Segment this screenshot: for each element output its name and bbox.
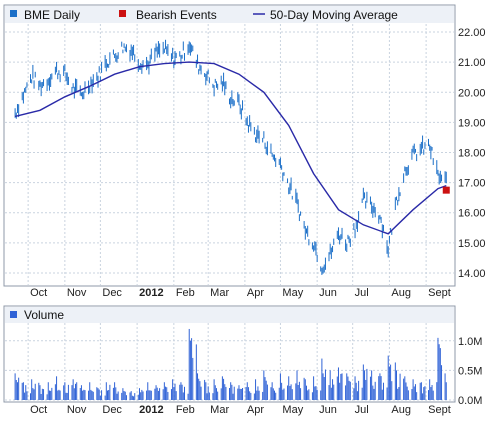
price-panel: BME Daily Bearish Events 50-Day Moving A… <box>3 4 486 299</box>
price-panel-frame <box>3 4 456 287</box>
price-x-tick-label-11: Sept <box>428 287 451 299</box>
price-y-tick-label-8: 22.00 <box>458 27 486 39</box>
price-x-axis-labels: Oct Nov Dec 2012 Feb Mar Apr May Jun Jul Aug Sept <box>30 287 451 299</box>
volume-x-tick-label-4: Feb <box>176 404 195 416</box>
price-x-tick-label-1: Nov <box>67 287 87 299</box>
price-x-tick-label-0: Oct <box>30 287 47 299</box>
price-y-axis-labels: 14.00 15.00 16.00 17.00 18.00 19.00 20.00 21.00… <box>458 27 486 280</box>
volume-y-tick-label-1: 0.5M <box>458 365 482 377</box>
volume-x-tick-label-10: Aug <box>391 404 411 416</box>
volume-x-tick-label-1: Nov <box>67 404 87 416</box>
moving-average-line <box>14 61 447 235</box>
price-legend-strip <box>5 6 454 23</box>
bearish-event-marker <box>442 186 450 194</box>
legend-price-label: BME Daily <box>24 8 80 22</box>
price-x-tick-label-2: Dec <box>102 287 122 299</box>
volume-x-tick-label-5: Mar <box>210 404 229 416</box>
price-y-tick-label-3: 17.00 <box>458 178 486 190</box>
price-y-tick-label-4: 18.00 <box>458 148 486 160</box>
price-x-tick-label-7: May <box>282 287 303 299</box>
price-y-tick-label-1: 15.00 <box>458 238 486 250</box>
volume-x-tick-label-11: Sept <box>428 404 451 416</box>
price-y-tick-label-2: 16.00 <box>458 208 486 220</box>
volume-y-tick-label-2: 1.0M <box>458 336 482 348</box>
volume-x-tick-label-0: Oct <box>30 404 47 416</box>
volume-panel: Volume 0.0M 0.5M 1.0M Oct Nov Dec 2012 Feb Mar A… <box>3 305 482 416</box>
price-x-tick-label-5: Mar <box>210 287 229 299</box>
price-y-tick-label-0: 14.00 <box>458 268 486 280</box>
volume-x-tick-label-8: Jun <box>319 404 337 416</box>
volume-y-tick-label-0: 0.0M <box>458 395 482 407</box>
price-y-tick-label-6: 20.00 <box>458 87 486 99</box>
legend-swatch-price <box>10 10 17 17</box>
volume-bars <box>14 328 447 400</box>
volume-legend-strip <box>5 307 454 323</box>
volume-y-axis-labels: 0.0M 0.5M 1.0M <box>458 336 482 407</box>
legend-moving-average-label: 50-Day Moving Average <box>270 8 398 22</box>
volume-x-tick-label-6: Apr <box>247 404 264 416</box>
price-y-tick-label-7: 21.00 <box>458 57 486 69</box>
price-x-tick-label-4: Feb <box>176 287 195 299</box>
price-x-tick-label-10: Aug <box>391 287 411 299</box>
price-y-tick-label-5: 19.00 <box>458 117 486 129</box>
price-x-tick-label-8: Jun <box>319 287 337 299</box>
price-x-tick-label-3: 2012 <box>139 287 163 299</box>
legend-volume-label: Volume <box>24 308 64 322</box>
price-x-tick-label-6: Apr <box>247 287 264 299</box>
legend-bearish-label: Bearish Events <box>136 8 217 22</box>
volume-x-tick-label-7: May <box>282 404 303 416</box>
legend-swatch-volume <box>10 311 17 318</box>
volume-x-tick-label-2: Dec <box>102 404 122 416</box>
price-x-tick-label-9: Jul <box>355 287 369 299</box>
price-legend: BME Daily Bearish Events 50-Day Moving A… <box>10 8 398 22</box>
volume-x-axis-labels: Oct Nov Dec 2012 Feb Mar Apr May Jun Jul Aug Sept <box>30 404 451 416</box>
legend-swatch-bearish <box>119 10 126 17</box>
volume-x-tick-label-3: 2012 <box>139 404 163 416</box>
volume-x-tick-label-9: Jul <box>355 404 369 416</box>
